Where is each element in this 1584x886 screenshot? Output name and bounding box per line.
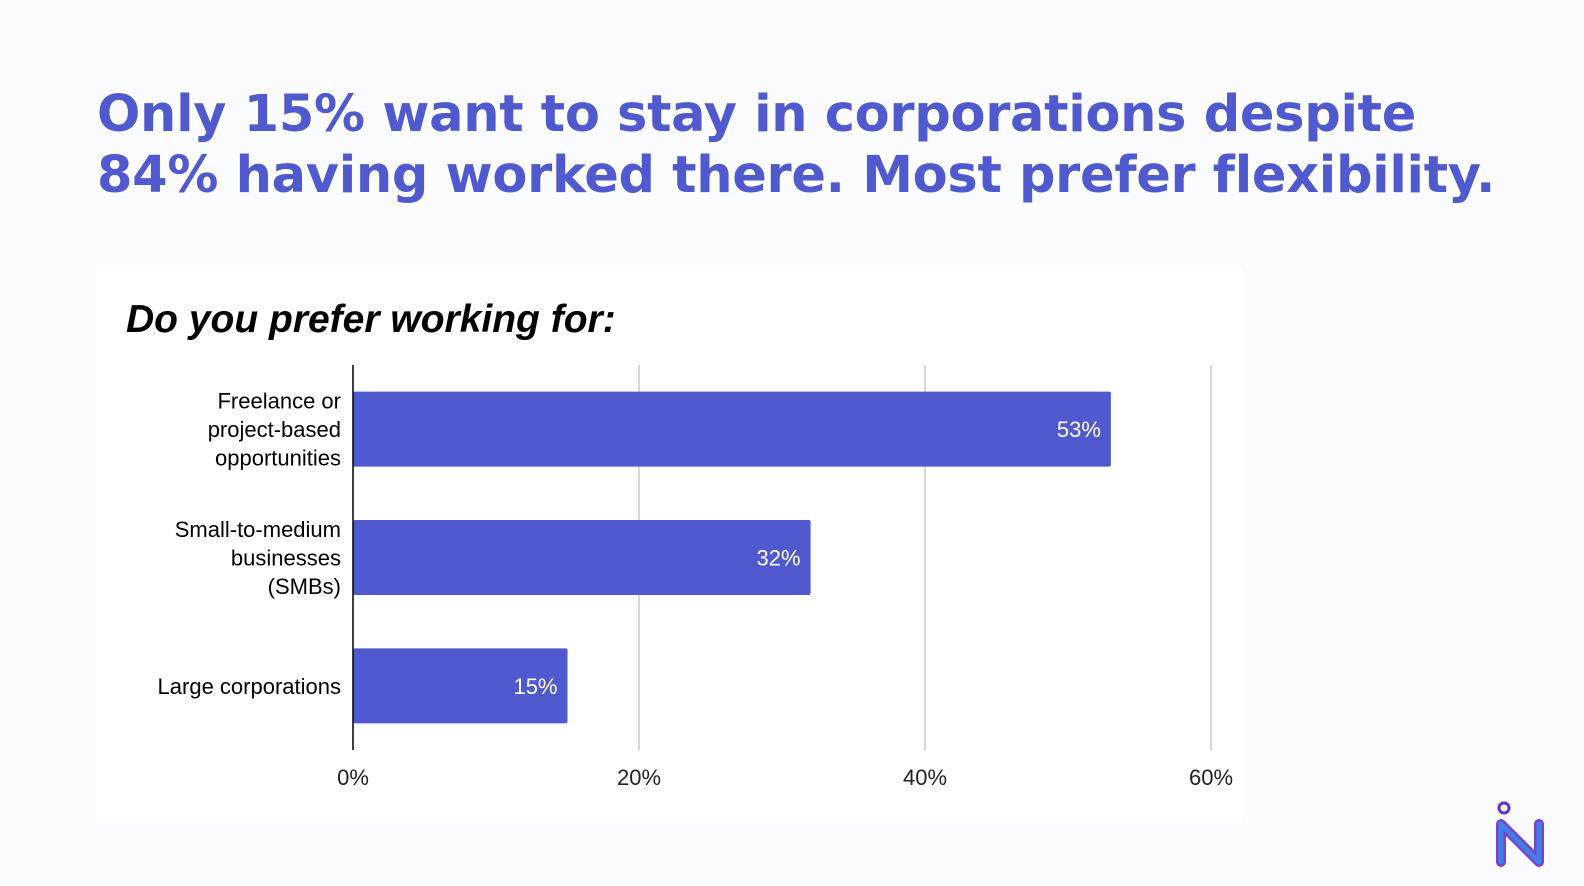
category-label-line: opportunities: [215, 446, 341, 471]
category-label-line: businesses: [231, 546, 341, 571]
bar: [353, 520, 811, 595]
category-label-line: Freelance or: [217, 389, 341, 414]
category-label-line: Large corporations: [158, 674, 341, 699]
page-headline: Only 15% want to stay in corporations de…: [97, 84, 1537, 206]
category-label-line: Small-to-medium: [175, 517, 341, 542]
data-label: 15%: [513, 674, 557, 699]
category-label-line: project-based: [208, 417, 341, 442]
category-label: Small-to-medium businesses (SMBs): [175, 517, 341, 599]
chart-card: Do you prefer working for: 0% 20% 40% 60% 53…: [96, 268, 1242, 822]
headline-line-1: Only 15% want to stay in corporations de…: [97, 85, 1416, 144]
bar-chart: 0% 20% 40% 60% 53% Freelance or project-based o…: [158, 365, 1233, 790]
data-label: 53%: [1057, 417, 1101, 442]
x-tick-label: 40%: [903, 765, 947, 790]
n-logo-icon: [1496, 801, 1544, 867]
bar: [353, 648, 568, 724]
chart-title: Do you prefer working for:: [126, 298, 616, 341]
data-label: 32%: [757, 546, 801, 571]
bar: [353, 391, 1111, 467]
x-tick-label: 20%: [617, 765, 661, 790]
category-label-line: (SMBs): [268, 574, 341, 599]
category-label: Large corporations: [158, 674, 341, 699]
category-label: Freelance or project-based opportunities: [208, 389, 341, 471]
x-tick-label: 0%: [337, 765, 369, 790]
x-tick-label: 60%: [1189, 765, 1233, 790]
headline-line-2: 84% having worked there. Most prefer fle…: [97, 146, 1496, 205]
